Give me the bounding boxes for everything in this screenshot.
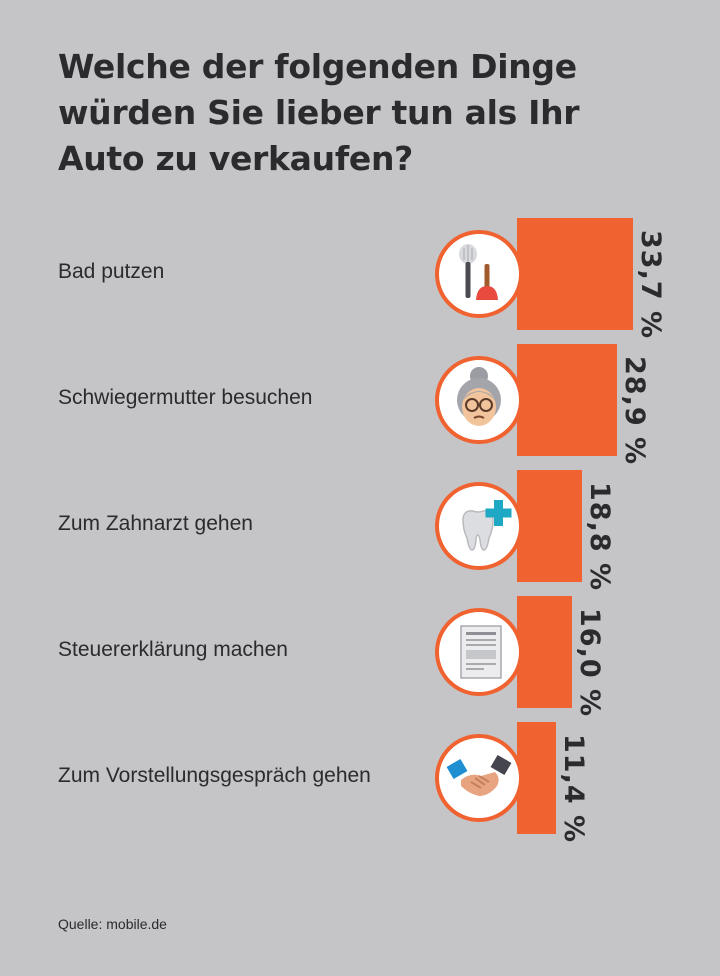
handshake-icon (435, 734, 523, 822)
value-label-2: 28,9 % (618, 356, 650, 466)
source-note: Quelle: mobile.de (58, 916, 167, 932)
category-label-5: Zum Vorstellungsgespräch gehen (58, 764, 371, 787)
value-label-1: 33,7 % (635, 230, 667, 340)
tax-form-icon (435, 608, 523, 696)
value-label-5: 11,4 % (558, 734, 590, 844)
title-line-3: Auto zu verkaufen? (58, 139, 414, 178)
toilet-brush-plunger-icon (435, 230, 523, 318)
bar-5 (517, 722, 557, 834)
category-label-3: Zum Zahnarzt gehen (58, 512, 253, 535)
bar-3 (517, 470, 582, 582)
value-label-3: 18,8 % (583, 482, 615, 592)
title-line-2: würden Sie lieber tun als Ihr (58, 93, 580, 132)
grandmother-icon (435, 356, 523, 444)
title-line-1: Welche der folgenden Dinge (58, 47, 577, 86)
category-label-1: Bad putzen (58, 260, 165, 283)
bar-4 (517, 596, 573, 708)
tooth-plus-icon (435, 482, 523, 570)
bar-2 (517, 344, 617, 456)
category-label-4: Steuererklärung machen (58, 638, 288, 661)
chart-title: Welche der folgenden Dinge würden Sie li… (58, 44, 618, 182)
bar-1 (517, 218, 634, 330)
value-label-4: 16,0 % (574, 608, 606, 718)
category-label-2: Schwiegermutter besuchen (58, 386, 313, 409)
